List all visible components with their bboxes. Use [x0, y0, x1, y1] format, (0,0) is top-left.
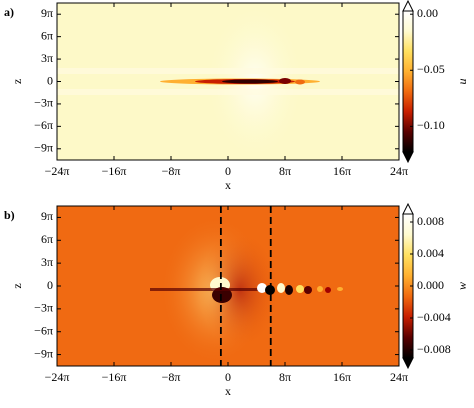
- field-spot: [317, 286, 323, 292]
- field-a: [57, 3, 399, 160]
- y-tick-label: −3π: [34, 96, 53, 110]
- x-tick-label: −16π: [102, 370, 127, 384]
- x-axis-label: x: [225, 178, 231, 192]
- field-streak: [222, 79, 278, 84]
- field-spot: [325, 287, 331, 293]
- colorbar-tick-label: 0.00: [417, 6, 438, 20]
- x-tick-label: 24π: [390, 370, 408, 384]
- colorbar-tick-label: 0.000: [417, 278, 444, 292]
- x-tick-label: 8π: [279, 370, 291, 384]
- y-tick-label: 6π: [41, 28, 53, 42]
- colorbar-tick-label: −0.004: [417, 310, 451, 324]
- field-b: [57, 206, 399, 366]
- y-tick-label: −3π: [34, 301, 53, 315]
- field-spot: [304, 286, 312, 294]
- field-spot: [296, 285, 304, 293]
- x-tick-label: −8π: [162, 164, 181, 178]
- field-streak: [150, 288, 260, 291]
- field-spot: [337, 287, 343, 291]
- y-tick-label: 9π: [41, 6, 53, 20]
- x-tick-label: 24π: [390, 164, 408, 178]
- y-axis-label: z: [10, 283, 24, 288]
- colorbar-tick-label: −0.05: [417, 62, 445, 76]
- x-axis-label: x: [225, 384, 231, 398]
- x-tick-label: −16π: [102, 164, 127, 178]
- y-axis-label: z: [10, 79, 24, 84]
- y-tick-label: −9π: [34, 141, 53, 155]
- colorbar-label: w: [455, 282, 469, 290]
- x-tick-label: 0: [225, 164, 231, 178]
- x-tick-label: −24π: [45, 164, 70, 178]
- x-tick-label: 0: [225, 370, 231, 384]
- x-tick-label: −24π: [45, 370, 70, 384]
- y-tick-label: −6π: [34, 118, 53, 132]
- y-tick-label: 0: [47, 73, 53, 87]
- colorbar-tick-label: −0.10: [417, 118, 445, 132]
- colorbar-label: u: [455, 79, 469, 85]
- y-tick-label: 3π: [41, 255, 53, 269]
- y-tick-label: −6π: [34, 323, 53, 337]
- field-spot: [285, 285, 293, 295]
- x-tick-label: 16π: [333, 164, 351, 178]
- colorbar: [402, 10, 414, 153]
- colorbar-tick-label: 0.008: [417, 214, 444, 228]
- field-band: [57, 89, 399, 95]
- y-tick-label: 9π: [41, 209, 53, 223]
- y-tick-label: 3π: [41, 51, 53, 65]
- colorbar-extend: [402, 357, 414, 370]
- colorbar-extend: [402, 151, 414, 164]
- field-streak: [295, 79, 305, 85]
- colorbar-extend: [402, 202, 414, 215]
- field-band: [57, 68, 399, 74]
- colorbar-tick-label: 0.004: [417, 246, 444, 260]
- panel-label: b): [4, 208, 15, 222]
- x-tick-label: 16π: [333, 370, 351, 384]
- field-streak: [279, 78, 291, 84]
- colorbar-tick-label: −0.008: [417, 342, 451, 356]
- field-spot: [257, 283, 267, 293]
- y-tick-label: 0: [47, 278, 53, 292]
- colorbar-extend: [402, 0, 414, 12]
- y-tick-label: 6π: [41, 232, 53, 246]
- x-tick-label: 8π: [279, 164, 291, 178]
- field-spot: [277, 283, 285, 293]
- x-tick-label: −8π: [162, 370, 181, 384]
- panel-label: a): [4, 5, 14, 19]
- y-tick-label: −9π: [34, 346, 53, 360]
